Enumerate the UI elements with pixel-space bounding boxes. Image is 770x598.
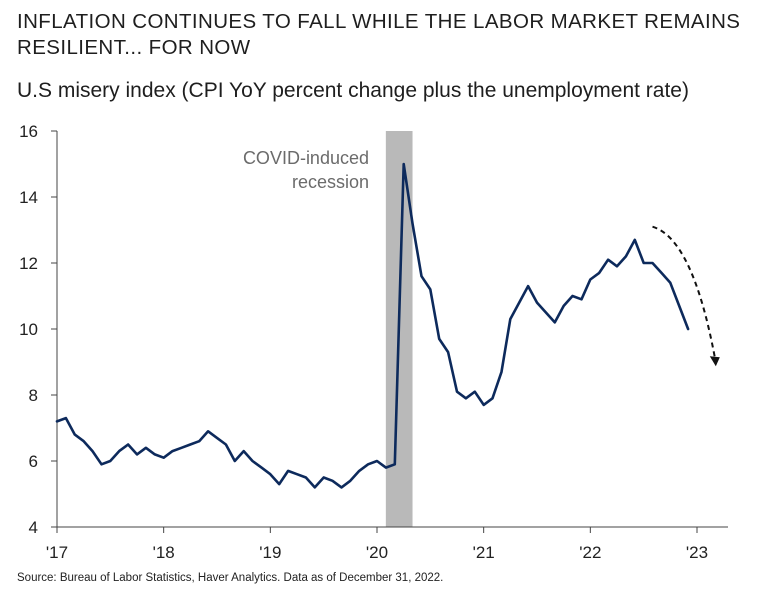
x-tick-label: '19 (259, 543, 281, 562)
y-tick-label: 12 (19, 254, 38, 273)
trend-arrow-head (709, 356, 720, 367)
trend-arrow-path (652, 225, 716, 358)
y-tick-label: 8 (29, 386, 38, 405)
x-tick-label: '21 (473, 543, 495, 562)
y-tick-label: 10 (19, 320, 38, 339)
y-tick-label: 6 (29, 452, 38, 471)
recession-label: recession (292, 172, 369, 192)
misery-index-line (55, 162, 690, 489)
y-tick-label: 4 (29, 518, 38, 537)
chart-title: INFLATION CONTINUES TO FALL WHILE THE LA… (17, 10, 741, 59)
x-tick-label: '18 (153, 543, 175, 562)
y-tick-label: 14 (19, 188, 38, 207)
x-tick-label: '17 (46, 543, 68, 562)
y-tick-label: 16 (19, 122, 38, 141)
x-tick-label: '20 (366, 543, 388, 562)
source-note: Source: Bureau of Labor Statistics, Have… (17, 572, 444, 584)
recession-label: COVID-induced (243, 148, 369, 168)
chart-subtitle: U.S misery index (CPI YoY percent change… (17, 79, 689, 102)
x-tick-label: '22 (579, 543, 601, 562)
x-tick-label: '23 (686, 543, 708, 562)
